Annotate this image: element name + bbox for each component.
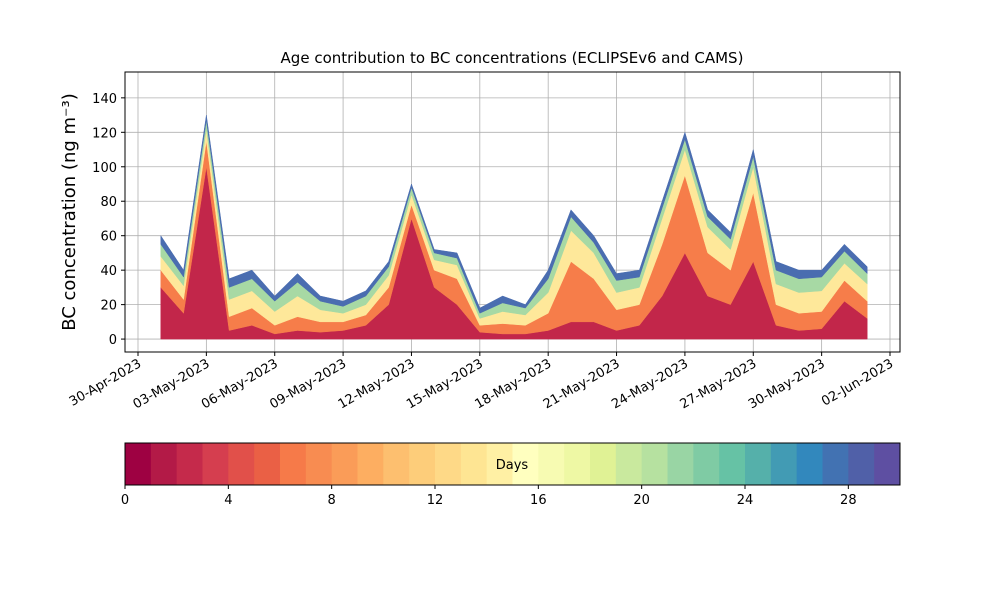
colorbar-swatch	[770, 443, 798, 485]
colorbar-swatch	[719, 443, 746, 485]
y-tick-label: 100	[92, 161, 117, 176]
colorbar-swatch	[822, 443, 849, 485]
colorbar-swatch	[512, 443, 539, 485]
y-axis-label: BC concentration (ng m⁻³)	[59, 93, 80, 331]
colorbar-swatch	[409, 443, 436, 485]
x-tick-label: 12-May-2023	[336, 356, 418, 412]
colorbar-swatch	[202, 443, 229, 485]
colorbar-swatch	[150, 443, 178, 485]
colorbar-swatch	[228, 443, 255, 485]
x-tick-label: 06-May-2023	[199, 356, 281, 412]
colorbar-tick-label: 16	[530, 493, 547, 508]
x-tick-label: 02-Jun-2023	[819, 356, 896, 409]
area-layer	[160, 115, 868, 314]
colorbar-swatch	[435, 443, 462, 485]
x-tick-label: 30-May-2023	[746, 356, 828, 412]
colorbar-swatch	[254, 443, 281, 485]
x-tick-label: 21-May-2023	[541, 356, 623, 412]
colorbar-tick-label: 12	[427, 493, 444, 508]
colorbar-tick-label: 28	[840, 493, 857, 508]
x-tick-label: 24-May-2023	[609, 356, 691, 412]
colorbar-swatch	[176, 443, 203, 485]
x-tick-label: 15-May-2023	[404, 356, 486, 412]
x-tick-label: 09-May-2023	[267, 356, 349, 412]
colorbar-swatch	[331, 443, 358, 485]
y-tick-label: 40	[100, 264, 117, 279]
colorbar-swatch	[538, 443, 565, 485]
colorbar-swatch	[874, 443, 901, 485]
colorbar-swatch	[564, 443, 591, 485]
colorbar-swatch	[383, 443, 410, 485]
x-tick-label: 18-May-2023	[473, 356, 555, 412]
y-tick-label: 0	[109, 333, 117, 348]
x-tick-label: 27-May-2023	[678, 356, 760, 412]
colorbar-swatch	[693, 443, 720, 485]
colorbar-swatch	[615, 443, 643, 485]
colorbar-swatch	[460, 443, 488, 485]
colorbar-tick-label: 24	[737, 493, 754, 508]
x-tick-label: 03-May-2023	[131, 356, 213, 412]
colorbar-swatch	[125, 443, 152, 485]
colorbar-frame	[124, 442, 901, 486]
chart-title: Age contribution to BC concentrations (E…	[281, 49, 744, 67]
colorbar-tick-label: 4	[224, 493, 232, 508]
plot-frame	[124, 71, 901, 353]
colorbar-swatch	[486, 443, 513, 485]
y-tick-label: 60	[100, 230, 117, 245]
colorbar-swatch	[357, 443, 384, 485]
colorbar-swatch	[280, 443, 307, 485]
colorbar-label: Days	[496, 458, 529, 473]
colorbar-swatch	[848, 443, 875, 485]
colorbar-swatch	[745, 443, 772, 485]
colorbar-swatch	[590, 443, 617, 485]
colorbar-tick-label: 0	[121, 493, 129, 508]
y-tick-label: 80	[100, 195, 117, 210]
colorbar-swatch	[796, 443, 823, 485]
colorbar-swatch	[305, 443, 333, 485]
colorbar-swatch	[667, 443, 694, 485]
y-tick-label: 20	[100, 299, 117, 314]
y-tick-label: 120	[92, 126, 117, 141]
colorbar-tick-label: 8	[328, 493, 336, 508]
colorbar-swatch	[641, 443, 668, 485]
y-tick-label: 140	[92, 92, 117, 107]
colorbar-tick-label: 20	[633, 493, 650, 508]
